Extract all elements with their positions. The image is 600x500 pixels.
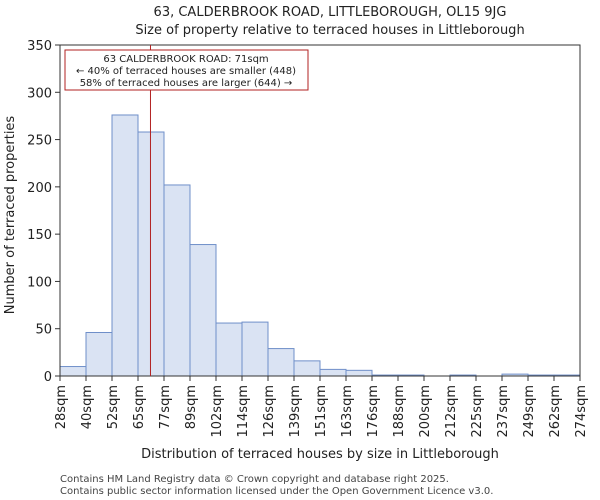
footer-line-1: Contains HM Land Registry data © Crown c… [60, 474, 449, 485]
x-tick-label: 89sqm [184, 385, 199, 429]
y-tick-label: 100 [27, 275, 52, 290]
x-tick-label: 52sqm [106, 385, 121, 429]
histogram-bar [241, 321, 269, 377]
plot-frame [59, 44, 581, 377]
x-tick-label: 151sqm [314, 385, 329, 438]
x-tick-label: 28sqm [54, 385, 69, 429]
histogram-bar [319, 368, 347, 377]
histogram-bar [163, 184, 191, 377]
histogram-bar [137, 131, 165, 377]
histogram-bar [267, 348, 295, 377]
histogram-bar [85, 331, 113, 377]
chart-title: 63, CALDERBROOK ROAD, LITTLEBOROUGH, OL1… [154, 5, 507, 20]
histogram-bar [189, 244, 217, 377]
x-tick-label: 77sqm [158, 385, 173, 429]
x-tick-label: 126sqm [262, 385, 277, 438]
x-tick-label: 176sqm [366, 385, 381, 438]
x-tick-label: 237sqm [496, 385, 511, 438]
annotation-line-3: 58% of terraced houses are larger (644) … [80, 78, 293, 89]
y-tick-label: 150 [27, 228, 52, 243]
chart-subtitle: Size of property relative to terraced ho… [135, 23, 524, 38]
x-tick-label: 163sqm [340, 385, 355, 438]
x-tick-label: 212sqm [444, 385, 459, 438]
y-tick-label: 350 [27, 39, 52, 54]
annotation-box: 63 CALDERBROOK ROAD: 71sqm ← 40% of terr… [64, 49, 309, 91]
y-tick-label: 0 [44, 370, 52, 385]
x-tick-label: 188sqm [392, 385, 407, 438]
histogram-bar [345, 369, 373, 377]
y-tick-label: 300 [27, 86, 52, 101]
histogram-bar [215, 322, 243, 377]
x-tick-label: 274sqm [574, 385, 589, 438]
x-tick-label: 262sqm [548, 385, 563, 438]
y-axis-label: Number of terraced properties [3, 116, 18, 315]
annotation-line-2: ← 40% of terraced houses are smaller (44… [76, 66, 296, 77]
footer-line-2: Contains public sector information licen… [60, 486, 493, 497]
x-tick-label: 65sqm [132, 385, 147, 429]
x-tick-label: 249sqm [522, 385, 537, 438]
x-tick-label: 40sqm [80, 385, 95, 429]
histogram-bar [59, 366, 87, 377]
y-tick-label: 50 [35, 323, 52, 338]
x-axis-label: Distribution of terraced houses by size … [141, 447, 499, 462]
x-tick-label: 225sqm [470, 385, 485, 438]
histogram-bar [293, 360, 321, 377]
x-tick-label: 102sqm [210, 385, 225, 438]
x-tick-label: 200sqm [418, 385, 433, 438]
annotation-line-1: 63 CALDERBROOK ROAD: 71sqm [103, 54, 268, 65]
y-tick-label: 200 [27, 181, 52, 196]
histogram-bar [111, 114, 139, 377]
x-tick-label: 114sqm [236, 385, 251, 438]
x-tick-label: 139sqm [288, 385, 303, 438]
y-tick-label: 250 [27, 134, 52, 149]
